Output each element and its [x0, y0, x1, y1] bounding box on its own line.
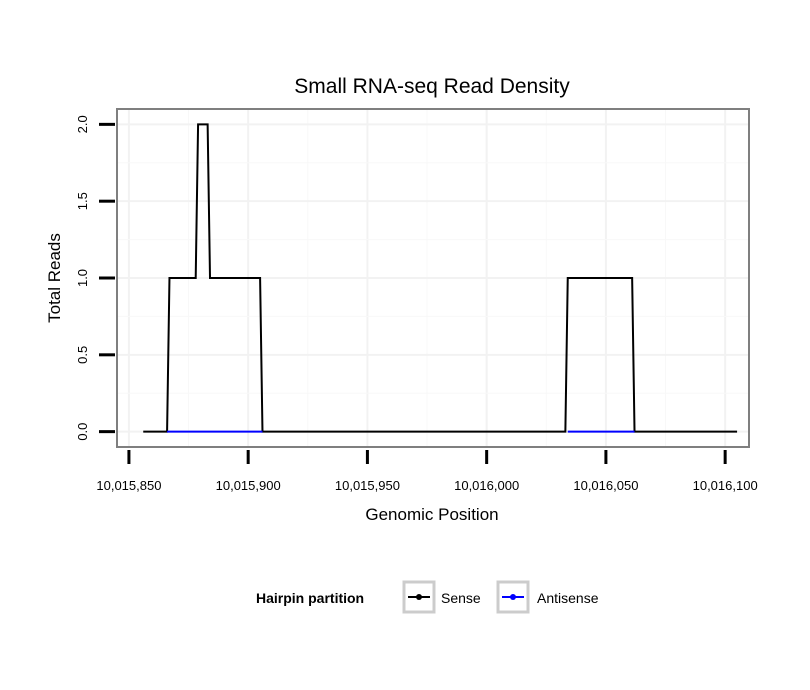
- y-tick-label: 1.5: [75, 192, 90, 210]
- chart-title: Small RNA-seq Read Density: [294, 75, 570, 98]
- x-tick-label: 10,016,050: [573, 478, 638, 493]
- x-tick-label: 10,015,900: [216, 478, 281, 493]
- y-tick-label: 0.0: [75, 423, 90, 441]
- legend-label-sense: Sense: [441, 590, 481, 606]
- series-line-sense: [143, 123, 738, 433]
- y-tick-label: 1.0: [75, 269, 90, 287]
- y-axis-title: Total Reads: [45, 233, 64, 323]
- legend-label-antisense: Antisense: [537, 590, 599, 606]
- x-tick-label: 10,016,000: [454, 478, 519, 493]
- legend: Hairpin partition Sense Antisense: [256, 580, 599, 614]
- x-axis-title: Genomic Position: [365, 505, 498, 524]
- x-tick-label: 10,015,950: [335, 478, 400, 493]
- legend-title: Hairpin partition: [256, 590, 364, 606]
- x-tick-label: 10,015,850: [96, 478, 161, 493]
- y-tick-label: 2.0: [75, 115, 90, 133]
- legend-key-sense-dot: [416, 594, 422, 600]
- plot-series: [143, 123, 738, 433]
- x-axis: 10,015,850 10,015,900 10,015,950 10,016,000…: [96, 450, 758, 493]
- x-tick-label: 10,016,100: [693, 478, 758, 493]
- legend-key-antisense-dot: [510, 594, 516, 600]
- panel-border: [116, 108, 750, 448]
- y-tick-label: 0.5: [75, 346, 90, 364]
- y-axis: 0.0 0.5 1.0 1.5 2.0: [75, 115, 115, 441]
